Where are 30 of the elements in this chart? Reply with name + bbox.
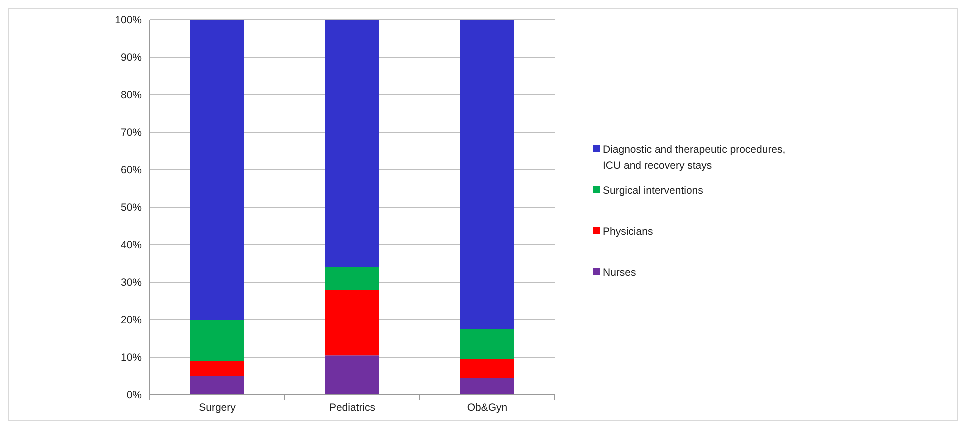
bar [190, 376, 244, 395]
y-tick-label: 30% [120, 277, 142, 290]
bar [460, 20, 514, 330]
x-tick-label: Pediatrics [329, 402, 376, 414]
y-tick-label: 20% [120, 314, 142, 327]
bar [190, 361, 244, 376]
bar [460, 359, 514, 378]
y-tick-label: 70% [120, 127, 142, 140]
bar [326, 290, 380, 356]
y-tick-label: 80% [120, 90, 142, 102]
bar [460, 329, 514, 360]
legend-label: Physicians [603, 226, 654, 238]
y-tick-label: 40% [120, 240, 142, 252]
bar [190, 20, 244, 320]
y-tick-label: 60% [120, 164, 142, 177]
legend-label: Nurses [603, 267, 636, 279]
bar [460, 378, 514, 395]
bar [326, 356, 380, 395]
x-tick-label: Surgery [199, 402, 237, 414]
y-tick-label: 10% [120, 352, 142, 364]
bar [326, 20, 380, 268]
x-tick-label: Ob&Gyn [467, 402, 508, 414]
y-tick-label: 0% [126, 390, 142, 402]
y-tick-label: 90% [120, 52, 142, 64]
y-tick-label: 50% [120, 202, 142, 214]
legend-label: Surgical interventions [603, 185, 704, 197]
legend-label: Diagnostic and therapeutic procedures, ICU and recovery stays [603, 144, 786, 172]
bar [190, 320, 244, 362]
bar [326, 268, 380, 290]
y-tick-label: 100% [115, 14, 142, 27]
